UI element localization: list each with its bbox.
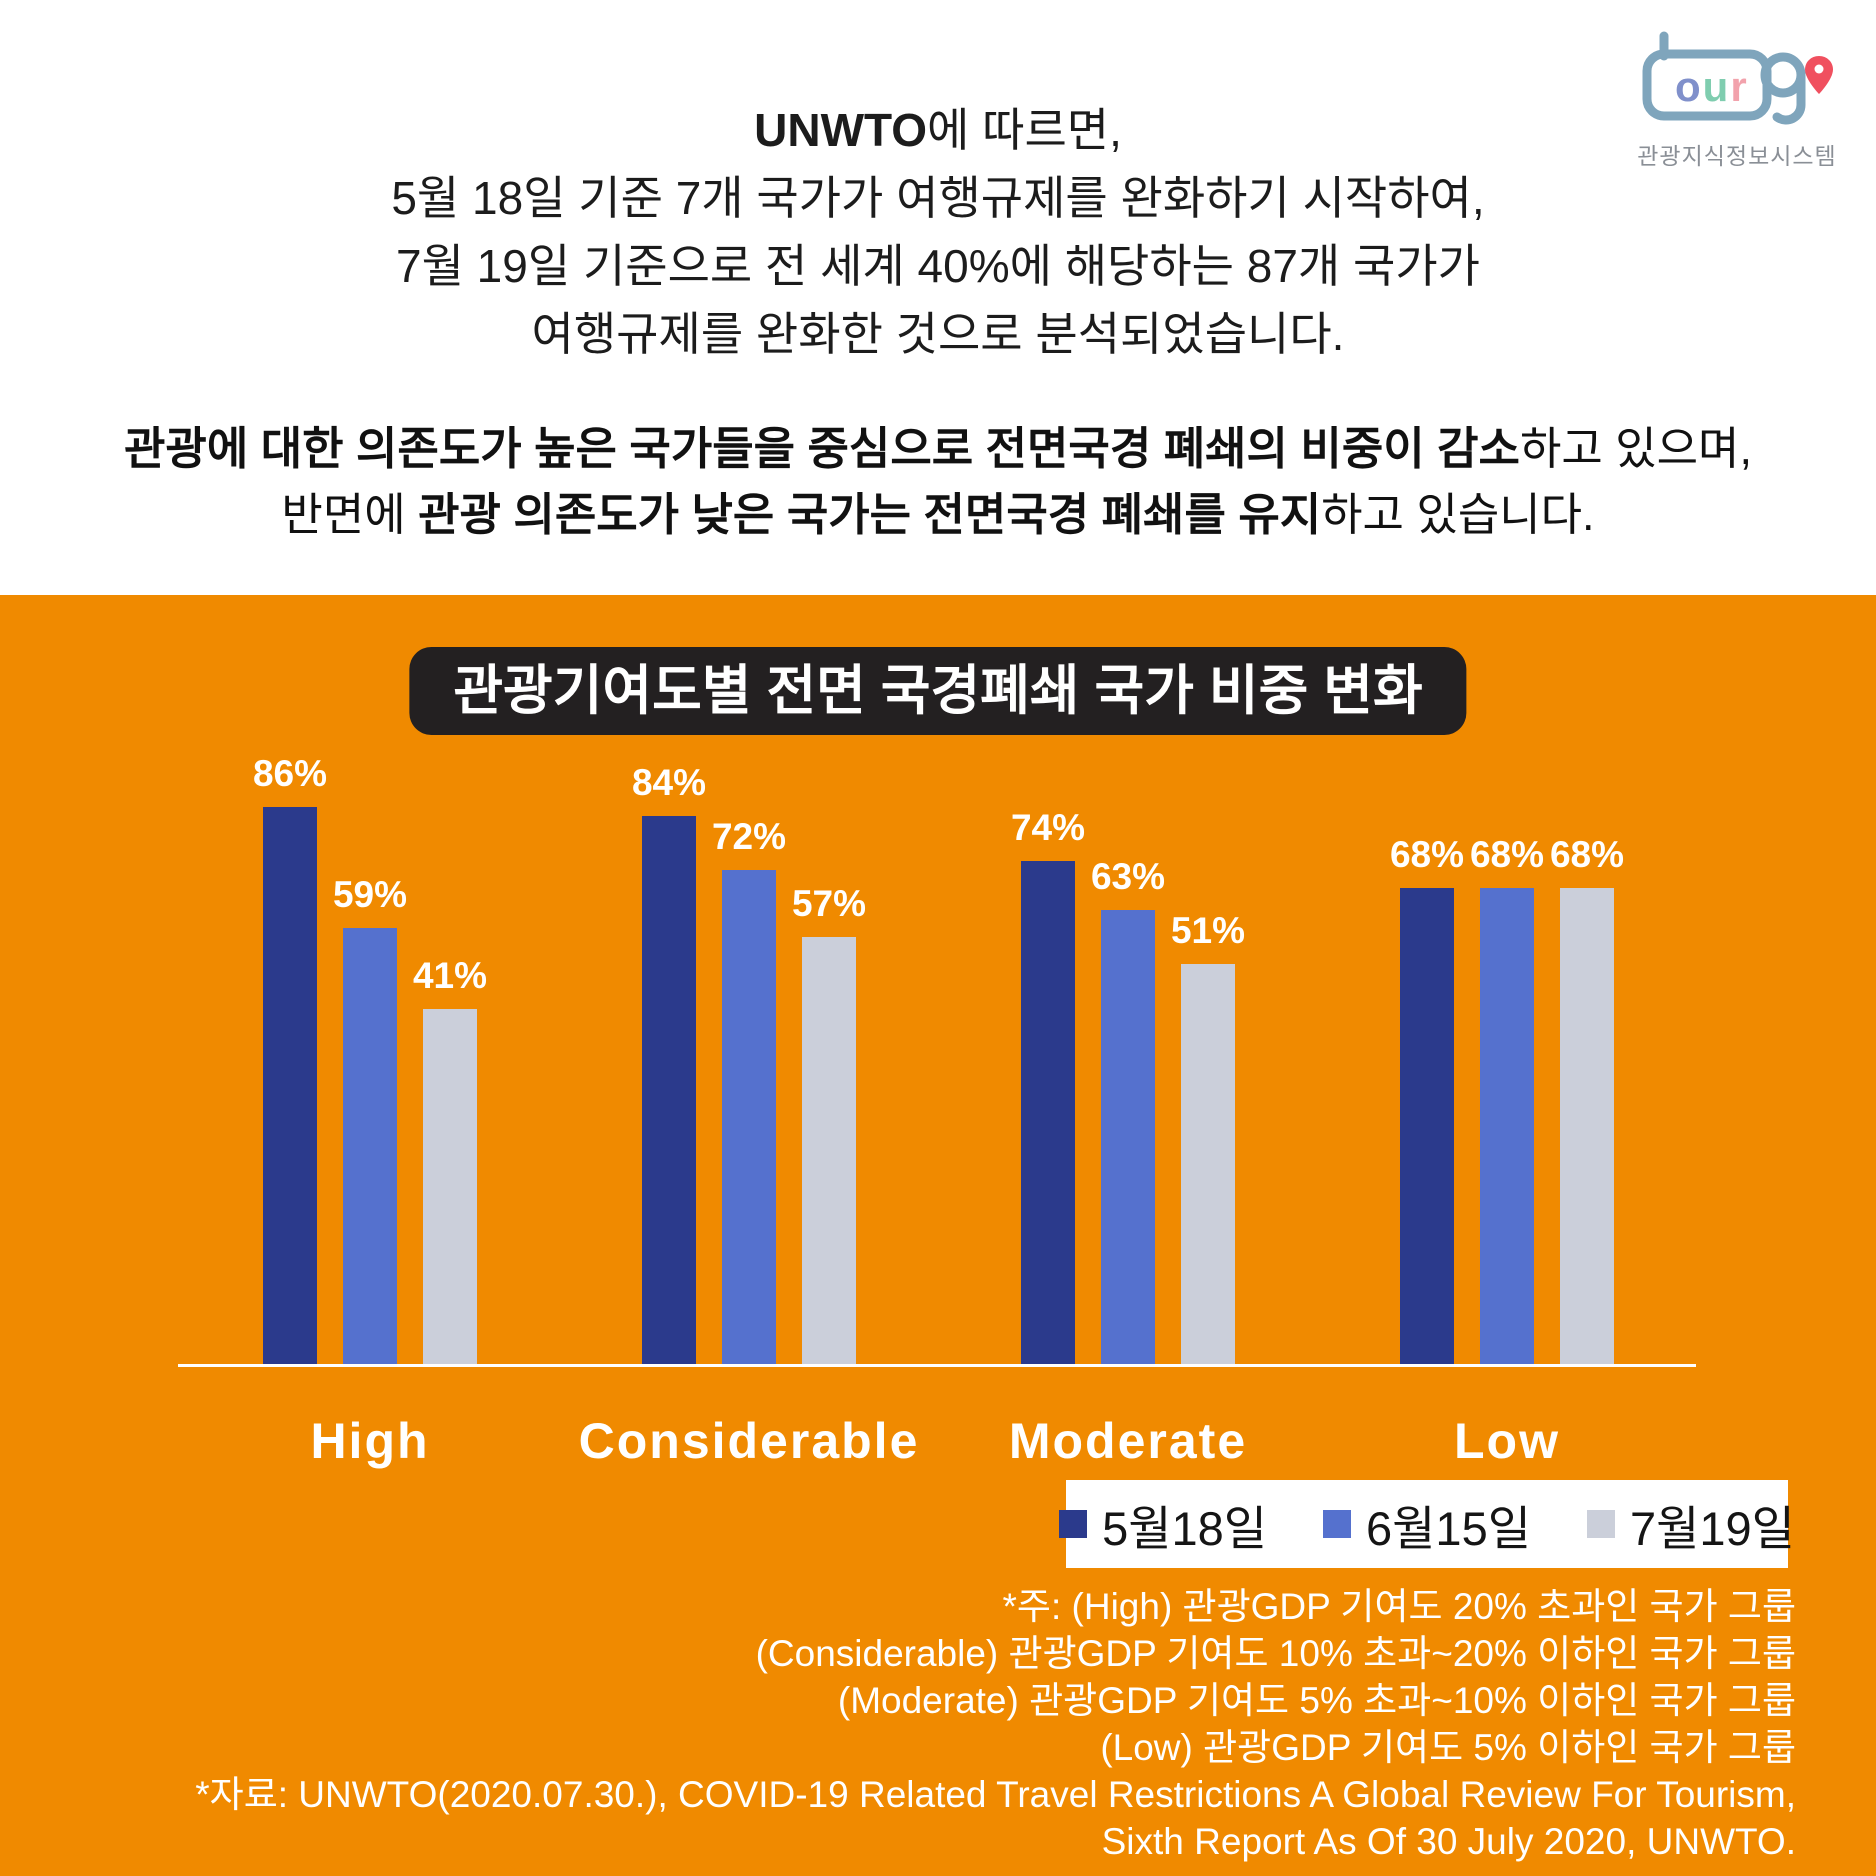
legend-label: 5월18일 — [1102, 1501, 1268, 1555]
bar-group-high: 86% 59% 41% High — [253, 753, 487, 1469]
x-axis-line — [178, 1364, 1696, 1367]
legend-item: 6월15일 — [1323, 1490, 1531, 1559]
bar-moderate-series2 — [1101, 910, 1155, 1364]
chart-section: 관광기여도별 전면 국경폐쇄 국가 비중 변화 86% 59% 41% High 84%… — [0, 595, 1876, 1876]
summary-paragraph: 관광에 대한 의존도가 높은 국가들을 중심으로 전면국경 폐쇄의 비중이 감소… — [0, 416, 1876, 548]
bar-value-label: 68% — [1549, 834, 1625, 875]
bar-value-label: 63% — [1090, 856, 1166, 897]
category-label-moderate: Moderate — [1008, 1413, 1248, 1469]
text-line: 관광에 대한 의존도가 높은 국가들을 중심으로 전면국경 폐쇄의 비중이 감소… — [124, 423, 1752, 474]
footnote-line: (Considerable) 관광GDP 기여도 10% 초과~20% 이하인 … — [755, 1633, 1796, 1674]
bar-group-moderate: 74% 63% 51% Moderate — [1009, 807, 1245, 1469]
chart-title-badge: 관광기여도별 전면 국경폐쇄 국가 비중 변화 — [409, 647, 1467, 735]
bar-slot: 74% — [1011, 807, 1085, 1364]
bar-value-label: 74% — [1010, 807, 1086, 848]
footnote-line: Sixth Report As Of 30 July 2020, UNWTO. — [1101, 1821, 1796, 1862]
chart-legend: 5월18일 6월15일 7월19일 — [1059, 1480, 1795, 1568]
bar-value-label: 72% — [711, 816, 787, 857]
bar-low-series2 — [1480, 888, 1534, 1364]
bar-value-label: 51% — [1170, 910, 1246, 951]
bar-high-series3 — [423, 1009, 477, 1364]
bar-slot: 63% — [1091, 856, 1165, 1364]
intro-paragraph: UNWTO에 따르면, 5월 18일 기준 7개 국가가 여행규제를 완화하기 시… — [0, 96, 1876, 368]
bar-slot: 86% — [253, 753, 327, 1364]
legend-item: 5월18일 — [1059, 1490, 1267, 1559]
footnotes: *주: (High) 관광GDP 기여도 20% 초과인 국가 그룹 (Consi… — [195, 1583, 1796, 1865]
bar-slot: 68% — [1390, 834, 1464, 1364]
bar-low-series1 — [1400, 888, 1454, 1364]
category-label-considerable: Considerable — [578, 1413, 920, 1469]
logo-caption: 관광지식정보시스템 — [1637, 143, 1837, 169]
text-line: UNWTO에 따르면, — [754, 104, 1122, 156]
tourgo-logo-icon: our — [1642, 31, 1833, 125]
legend-swatch — [1059, 1510, 1088, 1538]
footnote-line: *주: (High) 관광GDP 기여도 20% 초과인 국가 그룹 — [1002, 1586, 1796, 1627]
bar-moderate-series3 — [1181, 964, 1235, 1364]
bar-value-label: 68% — [1469, 834, 1545, 875]
bar-value-label: 68% — [1389, 834, 1465, 875]
bar-slot: 68% — [1550, 834, 1624, 1364]
bar-slot: 84% — [632, 762, 706, 1364]
bar-slot: 41% — [413, 955, 487, 1364]
plot-area: 86% 59% 41% High 84% 72% 57% Considerable 74% 63%… — [0, 595, 1876, 1469]
bar-group-considerable: 84% 72% 57% Considerable — [579, 762, 918, 1469]
svg-text:our: our — [1675, 63, 1749, 110]
bar-considerable-series3 — [802, 937, 856, 1364]
legend-label: 6월15일 — [1366, 1501, 1531, 1555]
footnote-line: (Moderate) 관광GDP 기여도 5% 초과~10% 이하인 국가 그룹 — [837, 1680, 1796, 1721]
category-label-high: High — [310, 1413, 430, 1469]
category-label-low: Low — [1454, 1413, 1560, 1469]
bar-value-label: 57% — [791, 883, 867, 924]
text-line: 7월 19일 기준으로 전 세계 40%에 해당하는 87개 국가가 — [396, 240, 1480, 292]
bar-low-series3 — [1560, 888, 1614, 1364]
bar-considerable-series1 — [642, 816, 696, 1364]
bar-value-label: 86% — [252, 753, 328, 794]
bar-group-low: 68% 68% 68% Low — [1390, 834, 1624, 1469]
bar-high-series1 — [263, 807, 317, 1364]
bar-slot: 72% — [712, 816, 786, 1364]
bar-value-label: 59% — [332, 874, 408, 915]
bar-high-series2 — [343, 928, 397, 1364]
text-line: 5월 18일 기준 7개 국가가 여행규제를 완화하기 시작하여, — [391, 172, 1485, 224]
bar-value-label: 84% — [631, 762, 707, 803]
bar-slot: 57% — [792, 883, 866, 1364]
footnote-line: (Low) 관광GDP 기여도 5% 이하인 국가 그룹 — [1100, 1727, 1796, 1768]
text-line: 여행규제를 완화한 것으로 분석되었습니다. — [531, 308, 1345, 360]
bar-slot: 51% — [1171, 910, 1245, 1364]
bar-considerable-series2 — [722, 870, 776, 1364]
bar-moderate-series1 — [1021, 861, 1075, 1364]
bar-value-label: 41% — [412, 955, 488, 996]
tourgo-logo: our 관광지식정보시스템 — [1632, 28, 1842, 171]
legend-swatch — [1323, 1510, 1352, 1538]
legend-item: 7월19일 — [1586, 1490, 1795, 1559]
bar-slot: 59% — [333, 874, 407, 1364]
bar-slot: 68% — [1470, 834, 1544, 1364]
footnote-line: *자료: UNWTO(2020.07.30.), COVID-19 Relate… — [195, 1774, 1796, 1815]
text-line: 반면에 관광 의존도가 낮은 국가는 전면국경 폐쇄를 유지하고 있습니다. — [281, 489, 1595, 540]
legend-swatch — [1586, 1510, 1615, 1538]
legend-label: 7월19일 — [1629, 1501, 1795, 1555]
